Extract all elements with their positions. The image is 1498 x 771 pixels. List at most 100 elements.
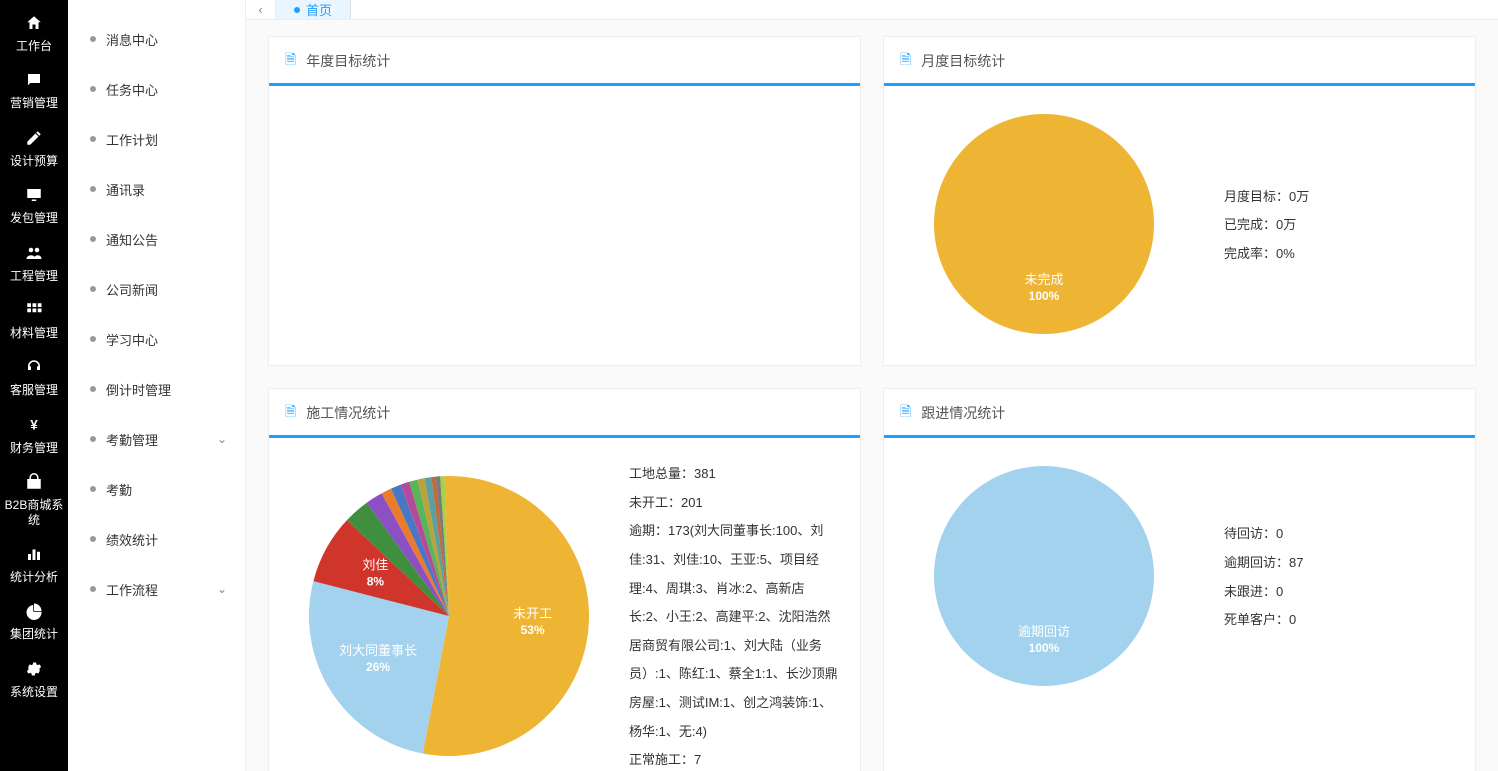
main-nav-item-7[interactable]: ¥财务管理 [0,408,68,465]
bullet-icon [90,86,96,92]
main-nav-item-8[interactable]: B2B商城系统 [0,465,68,537]
sub-nav-item-7[interactable]: 倒计时管理 [68,364,245,414]
svg-text:刘大同董事长: 刘大同董事长 [339,643,417,658]
home-icon [0,14,68,35]
sub-nav-label: 任务中心 [106,80,158,99]
construction-pie-chart: 未开工 53% 刘大同董事长 26% 刘佳 8% [289,456,609,771]
sub-nav-item-9[interactable]: 考勤 [68,464,245,514]
main-nav-label: 发包管理 [0,211,68,225]
svg-text:8%: 8% [367,575,385,589]
bullet-icon [90,486,96,492]
sub-nav-label: 学习中心 [106,330,158,349]
svg-text:逾期回访: 逾期回访 [1018,624,1070,639]
monitor-icon [0,186,68,207]
svg-text:刘佳: 刘佳 [362,558,388,573]
main-nav-item-4[interactable]: 工程管理 [0,236,68,293]
content-area: ‹ 首页 🗎 年度目标统计 🗎 月度目标统计 [246,0,1498,771]
main-nav-label: 工程管理 [0,269,68,283]
info-line: 逾期：173(刘大同董事长:100、刘佳:31、刘佳:10、王亚:5、项目经理:… [629,517,840,746]
sub-nav-item-4[interactable]: 通知公告 [68,214,245,264]
bullet-icon [90,286,96,292]
sub-nav-item-8[interactable]: 考勤管理⌄ [68,414,245,464]
info-line: 逾期回访：87 [1224,549,1455,578]
cards-grid: 🗎 年度目标统计 🗎 月度目标统计 未完成100% 月度目标：0万已完成：0万完… [246,20,1498,771]
followup-info-list: 待回访：0逾期回访：87未跟进：0死单客户：0 [1184,520,1455,634]
headset-icon [0,358,68,379]
main-nav-label: 客服管理 [0,383,68,397]
info-line: 月度目标：0万 [1224,183,1455,212]
bullet-icon [90,36,96,42]
document-icon: 🗎 [900,401,911,425]
sub-nav-label: 工作流程 [106,580,158,599]
svg-text:100%: 100% [1029,641,1060,655]
chat-icon [0,71,68,92]
document-icon: 🗎 [285,401,296,425]
bullet-icon [90,236,96,242]
sub-nav-item-1[interactable]: 任务中心 [68,64,245,114]
sub-sidebar: 消息中心任务中心工作计划通讯录通知公告公司新闻学习中心倒计时管理考勤管理⌄ 考勤绩… [68,0,246,771]
sub-nav-item-2[interactable]: 工作计划 [68,114,245,164]
info-line: 完成率：0% [1224,240,1455,269]
sub-nav-item-10[interactable]: 绩效统计 [68,514,245,564]
tab-label: 首页 [306,0,332,19]
info-line: 工地总量：381 [629,460,840,489]
tabs-back-button[interactable]: ‹ [246,0,276,19]
main-nav-item-3[interactable]: 发包管理 [0,178,68,235]
sub-nav-item-0[interactable]: 消息中心 [68,14,245,64]
document-icon: 🗎 [285,49,296,73]
sub-nav-label: 通讯录 [106,180,145,199]
main-nav-item-6[interactable]: 客服管理 [0,350,68,407]
sub-nav-label: 倒计时管理 [106,380,171,399]
gear-icon [0,660,68,681]
main-nav-item-10[interactable]: 集团统计 [0,594,68,651]
main-nav-item-5[interactable]: 材料管理 [0,293,68,350]
followup-pie-chart: 逾期回访 100% [904,456,1184,699]
info-line: 未跟进：0 [1224,578,1455,607]
main-nav-item-2[interactable]: 设计预算 [0,121,68,178]
svg-text:未开工: 未开工 [513,606,552,621]
main-nav-item-0[interactable]: 工作台 [0,6,68,63]
svg-text:100%: 100% [1029,289,1060,303]
card-title: 施工情况统计 [306,403,390,423]
sub-nav-item-6[interactable]: 学习中心 [68,314,245,364]
sub-nav-label: 考勤 [106,480,132,499]
main-nav-item-9[interactable]: 统计分析 [0,537,68,594]
sub-nav-item-5[interactable]: 公司新闻 [68,264,245,314]
monthly-info-list: 月度目标：0万已完成：0万完成率：0% [1184,183,1455,269]
sub-nav-item-11[interactable]: 工作流程⌄ [68,564,245,614]
bullet-icon [90,586,96,592]
main-nav-item-1[interactable]: 营销管理 [0,63,68,120]
main-nav-item-11[interactable]: 系统设置 [0,652,68,709]
svg-text:53%: 53% [521,623,545,637]
svg-text:¥: ¥ [30,417,38,432]
main-nav-label: 营销管理 [0,96,68,110]
sub-nav-label: 公司新闻 [106,280,158,299]
info-line: 死单客户：0 [1224,606,1455,635]
main-nav-label: 工作台 [0,39,68,53]
tab-active-dot-icon [294,7,300,13]
sub-nav-item-3[interactable]: 通讯录 [68,164,245,214]
bag-icon [0,473,68,494]
tab-home[interactable]: 首页 [276,0,351,19]
sub-nav-label: 绩效统计 [106,530,158,549]
pie-icon [0,602,68,623]
yen-icon: ¥ [0,416,68,437]
main-nav-label: B2B商城系统 [0,498,68,527]
card-followup-stats: 🗎 跟进情况统计 逾期回访 100% 待回访：0逾期回访：87未跟进：0死单客户：… [883,388,1476,771]
construction-info-list: 工地总量：381未开工：201逾期：173(刘大同董事长:100、刘佳:31、刘… [609,460,840,771]
card-title: 跟进情况统计 [921,403,1005,423]
main-nav-label: 统计分析 [0,570,68,584]
sub-nav-label: 工作计划 [106,130,158,149]
sub-nav-label: 考勤管理 [106,430,158,449]
edit-icon [0,129,68,150]
tabs-bar: ‹ 首页 [246,0,1498,20]
svg-text:26%: 26% [366,660,390,674]
grid-icon [0,301,68,322]
document-icon: 🗎 [900,49,911,73]
main-sidebar: 工作台营销管理设计预算发包管理工程管理材料管理客服管理 ¥财务管理 B2B商城系统统… [0,0,68,771]
info-line: 未开工：201 [629,489,840,518]
card-construction-stats: 🗎 施工情况统计 未开工53%刘大同董事长26%刘佳8% 工地总量：381未开工… [268,388,861,771]
info-line: 已完成：0万 [1224,211,1455,240]
main-nav-label: 集团统计 [0,627,68,641]
svg-text:未完成: 未完成 [1024,272,1063,287]
